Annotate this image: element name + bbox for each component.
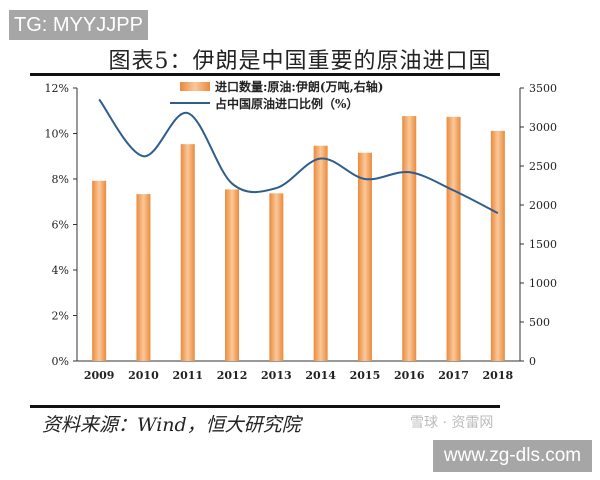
x-tick-label: 2010 xyxy=(128,369,159,382)
bar-2015 xyxy=(357,152,372,361)
bottom-rule xyxy=(30,405,500,408)
chart-title: 图表5：伊朗是中国重要的原油进口国 xyxy=(108,49,492,74)
left-tick-label: 12% xyxy=(45,82,69,95)
bar-2010 xyxy=(136,194,151,361)
bar-2011 xyxy=(180,144,195,361)
legend-line-label: 占中国原油进口比例（%） xyxy=(215,96,358,111)
source-note: 资料来源：Wind，恒大研究院 xyxy=(42,414,301,436)
watermark-bottom: www.zg-dls.com xyxy=(433,440,592,472)
right-tick-label: 2500 xyxy=(529,160,557,173)
x-tick-label: 2018 xyxy=(483,369,514,382)
legend-bar-swatch xyxy=(180,82,210,91)
x-tick-label: 2016 xyxy=(394,369,425,382)
right-tick-label: 3500 xyxy=(529,82,557,95)
left-tick-label: 10% xyxy=(45,128,69,141)
top-rule xyxy=(30,73,500,76)
x-tick-label: 2009 xyxy=(84,369,115,382)
right-tick-label: 0 xyxy=(529,355,536,368)
left-tick-label: 8% xyxy=(52,173,69,186)
right-tick-label: 3000 xyxy=(529,121,557,134)
bar-2013 xyxy=(269,193,284,361)
right-tick-label: 500 xyxy=(529,316,550,329)
right-tick-label: 1500 xyxy=(529,238,557,251)
x-tick-label: 2011 xyxy=(172,369,203,382)
right-tick-label: 2000 xyxy=(529,199,557,212)
bar-2018 xyxy=(490,130,505,361)
x-tick-label: 2015 xyxy=(350,369,381,382)
right-tick-label: 1000 xyxy=(529,277,557,290)
left-tick-label: 4% xyxy=(52,264,69,277)
bar-2017 xyxy=(446,116,461,361)
bar-2014 xyxy=(313,145,328,361)
watermark-top: TG: MYYJJPP xyxy=(9,10,148,40)
x-tick-label: 2013 xyxy=(261,369,292,382)
x-tick-label: 2014 xyxy=(305,369,336,382)
bar-2016 xyxy=(402,116,417,361)
bar-2012 xyxy=(225,189,240,361)
left-tick-label: 2% xyxy=(52,310,69,323)
watermark-logo: 雪球 · 资雷网 xyxy=(410,415,494,431)
x-tick-label: 2017 xyxy=(438,369,469,382)
ratio-line xyxy=(98,98,499,215)
left-tick-label: 6% xyxy=(52,219,69,232)
x-tick-label: 2012 xyxy=(217,369,248,382)
legend-bar-label: 进口数量:原油:伊朗(万吨,右轴) xyxy=(215,79,383,94)
bar-2009 xyxy=(92,180,107,361)
left-tick-label: 0% xyxy=(52,355,69,368)
